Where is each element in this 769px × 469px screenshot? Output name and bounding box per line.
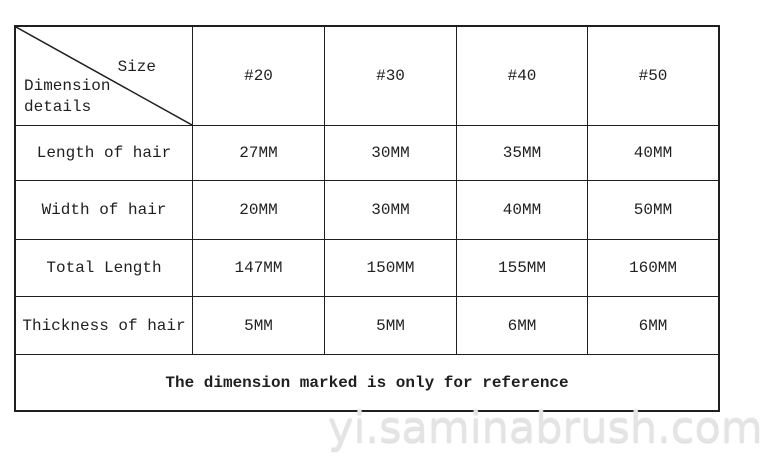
row-label-length-of-hair: Length of hair — [16, 126, 193, 181]
value-cell: 30MM — [325, 126, 457, 181]
value-cell: 35MM — [457, 126, 588, 181]
row-label-thickness-of-hair: Thickness of hair — [16, 297, 193, 355]
corner-size-label: Size — [117, 58, 156, 76]
value-cell: 20MM — [193, 181, 325, 240]
value-cell: 50MM — [588, 181, 718, 240]
column-header-size-50: #50 — [588, 27, 718, 126]
dimension-table: Size Dimension details #20 #30 #40 #50 L… — [14, 25, 720, 412]
value-cell: 5MM — [325, 297, 457, 355]
value-cell: 40MM — [457, 181, 588, 240]
diagonal-line — [16, 27, 192, 125]
value-cell: 5MM — [193, 297, 325, 355]
corner-dimension-line2: details — [24, 98, 92, 116]
value-cell: 147MM — [193, 240, 325, 297]
value-cell: 160MM — [588, 240, 718, 297]
value-cell: 150MM — [325, 240, 457, 297]
column-header-size-20: #20 — [193, 27, 325, 126]
corner-dimension-label: Dimension details — [24, 76, 110, 118]
column-header-size-40: #40 — [457, 27, 588, 126]
row-label-width-of-hair: Width of hair — [16, 181, 193, 240]
footer-note: The dimension marked is only for referen… — [165, 373, 569, 392]
corner-header-cell: Size Dimension details — [16, 27, 193, 126]
corner-dimension-line1: Dimension — [24, 77, 111, 95]
value-cell: 30MM — [325, 181, 457, 240]
value-cell: 6MM — [457, 297, 588, 355]
column-header-size-30: #30 — [325, 27, 457, 126]
value-cell: 155MM — [457, 240, 588, 297]
row-label-total-length: Total Length — [16, 240, 193, 297]
value-cell: 27MM — [193, 126, 325, 181]
watermark: yi.saminabrush.com — [328, 403, 763, 453]
value-cell: 40MM — [588, 126, 718, 181]
value-cell: 6MM — [588, 297, 718, 355]
